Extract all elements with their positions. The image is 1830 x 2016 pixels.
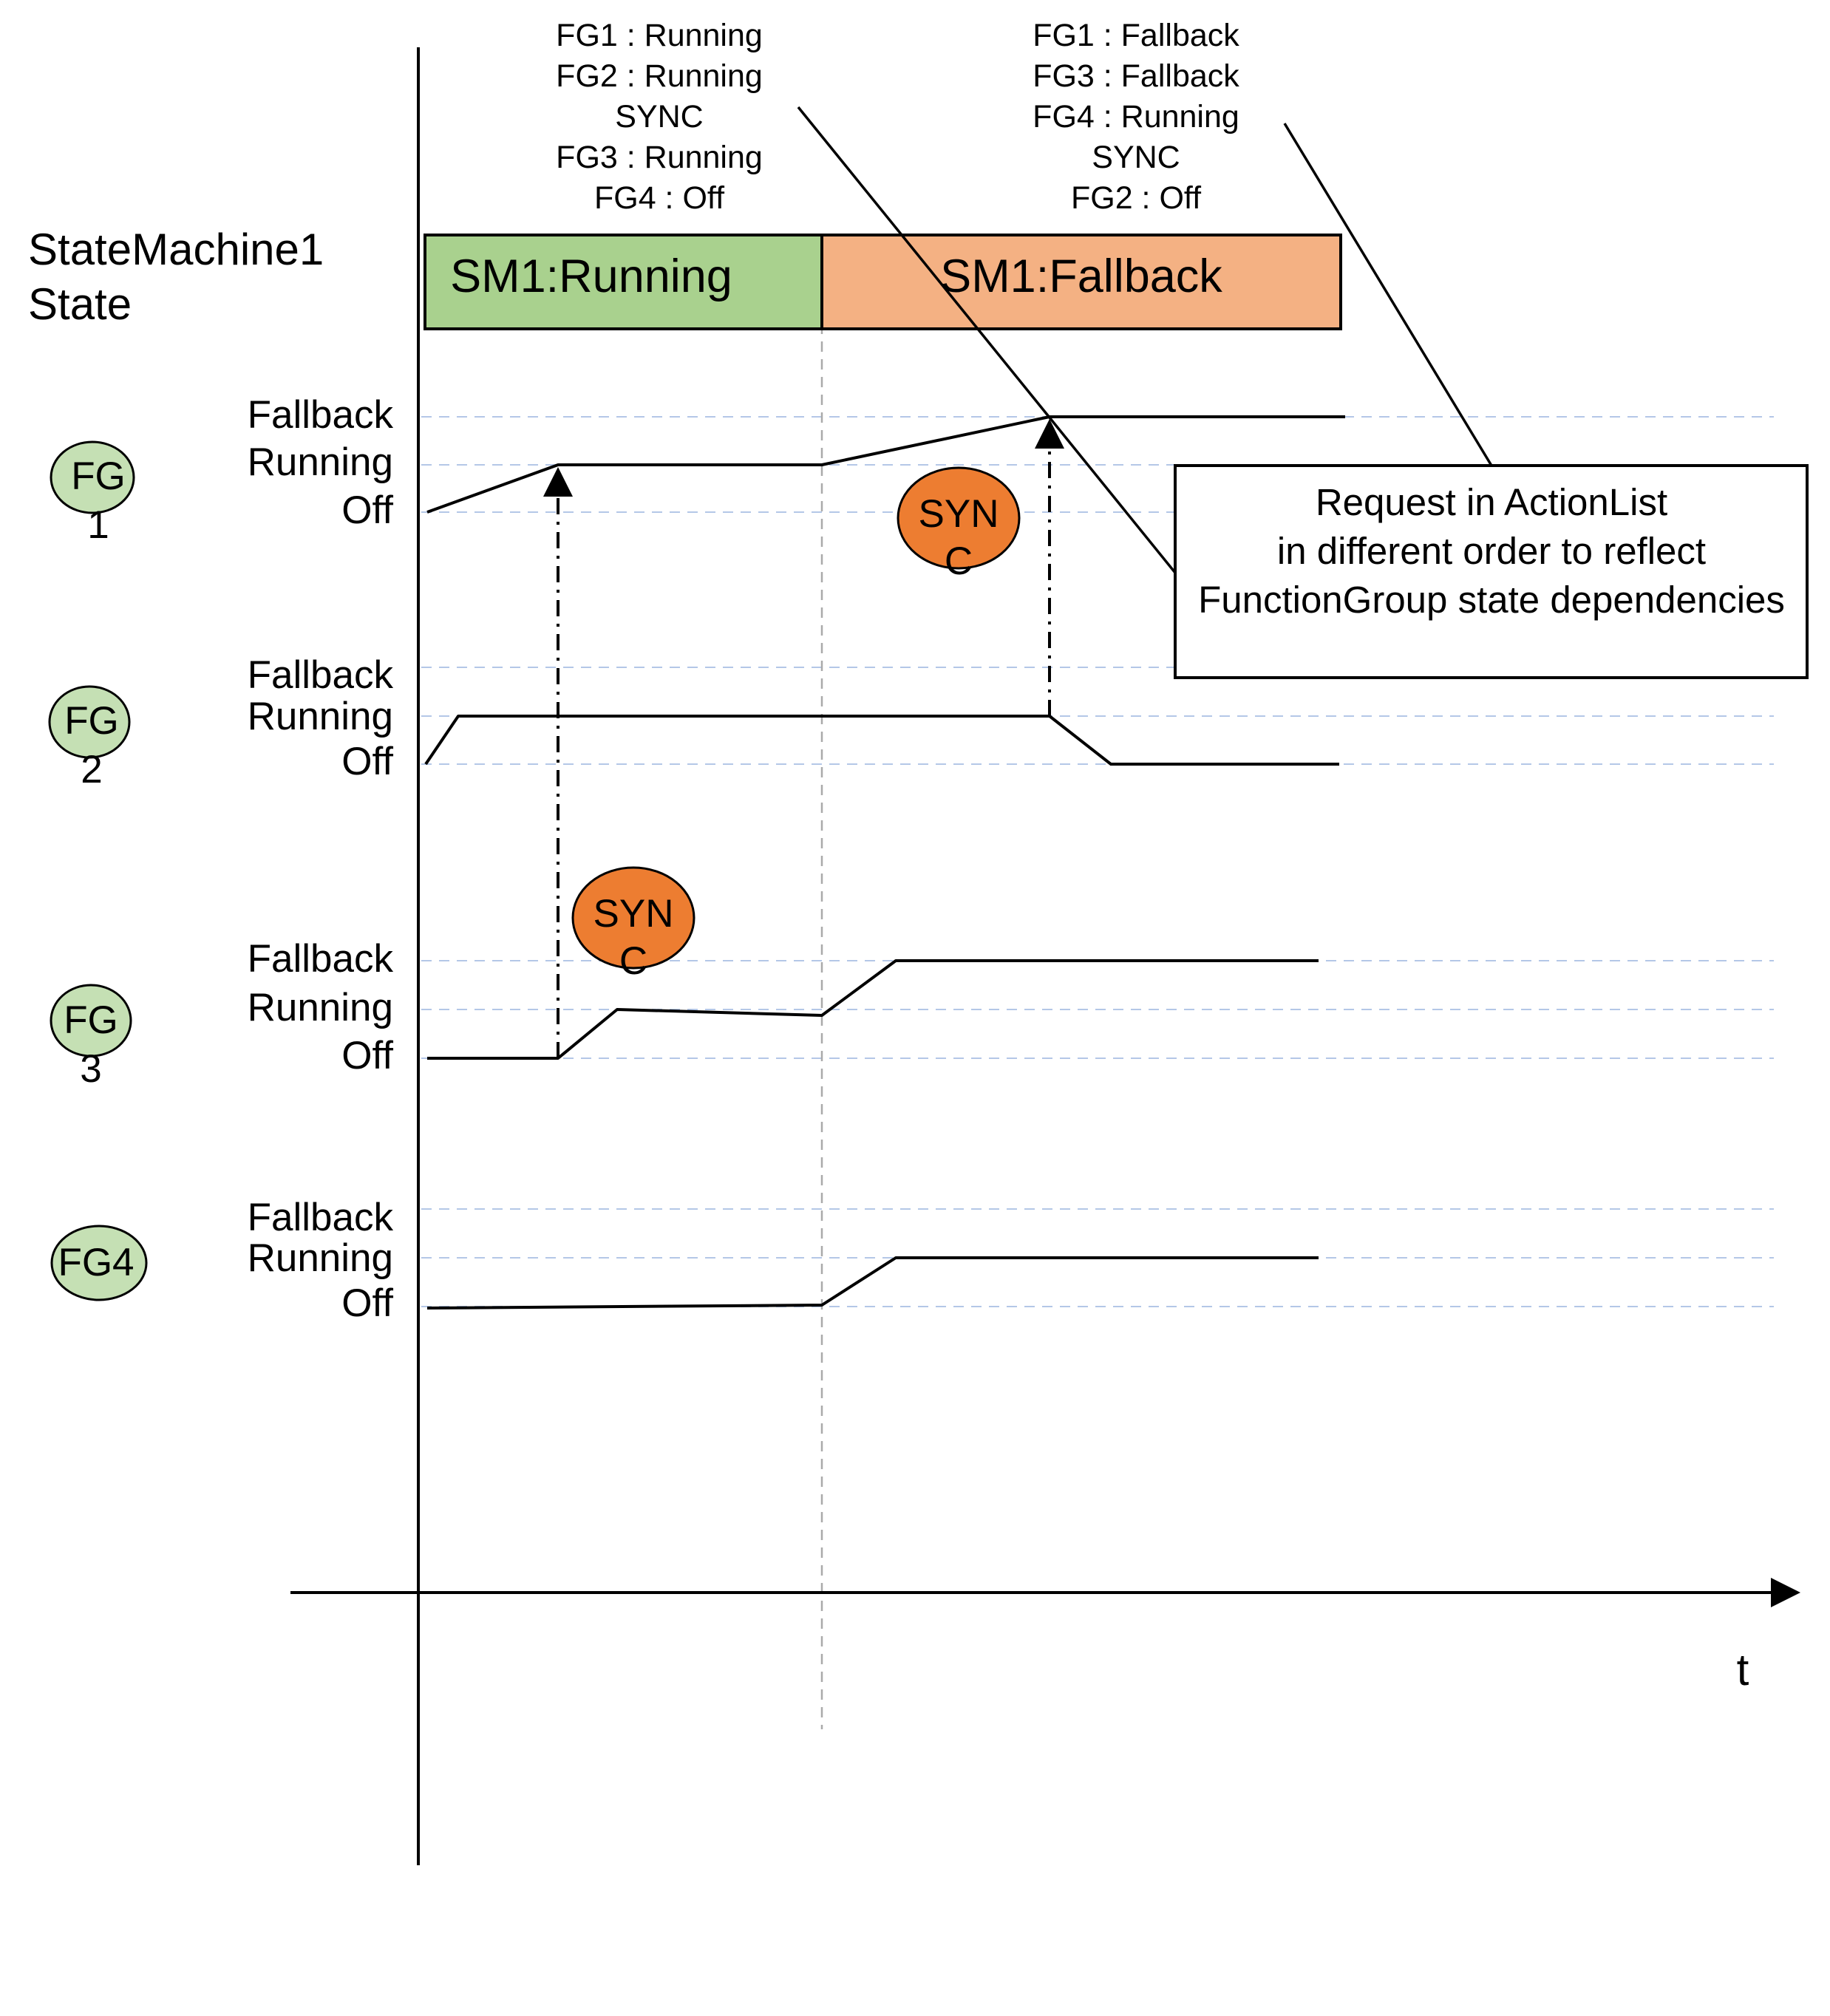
state-machine-title: StateMachine1 bbox=[28, 225, 324, 274]
annotation-line: FG3 : Running bbox=[556, 140, 763, 175]
fg1-label-line1: FG bbox=[71, 454, 126, 498]
sync-label-line2: C bbox=[619, 939, 647, 983]
annotation-group-second: FG1 : Fallback FG3 : Fallback FG4 : Runn… bbox=[1033, 18, 1239, 216]
sm1-running-label: SM1:Running bbox=[450, 251, 732, 302]
state-machine-subtitle: State bbox=[28, 279, 132, 329]
fg3-state-trace bbox=[427, 959, 1319, 1060]
fg2-label-line1: FG bbox=[64, 699, 119, 743]
annotation-line: FG1 : Fallback bbox=[1033, 18, 1239, 53]
fg3-label-line1: FG bbox=[64, 998, 118, 1042]
fg2-node: FG 2 bbox=[48, 685, 131, 791]
level-off-label: Off bbox=[341, 740, 393, 783]
fg2-state-trace bbox=[424, 715, 1339, 766]
fg1-node: FG 1 bbox=[50, 440, 135, 547]
sync-marker-fg3: SYN C bbox=[571, 866, 695, 983]
fg4-node: FG4 bbox=[50, 1225, 148, 1301]
level-off-label: Off bbox=[341, 1281, 393, 1325]
callout-line: Request in ActionList bbox=[1316, 481, 1667, 523]
fg4-label: FG4 bbox=[58, 1241, 134, 1284]
annotation-leader-first bbox=[797, 106, 1177, 574]
annotation-line: FG2 : Running bbox=[556, 58, 763, 94]
annotation-line: FG3 : Fallback bbox=[1033, 58, 1239, 94]
fg3-level-labels: Fallback Running Off bbox=[248, 937, 394, 1077]
fg4-state-trace bbox=[426, 1256, 1319, 1310]
time-axis-label: t bbox=[1737, 1645, 1749, 1695]
fg3-node: FG 3 bbox=[50, 984, 132, 1091]
annotation-line: FG1 : Running bbox=[556, 18, 763, 53]
fg1-level-labels: Fallback Running Off bbox=[248, 393, 394, 532]
level-running-label: Running bbox=[248, 440, 393, 484]
sync-label-line1: SYN bbox=[593, 892, 674, 936]
fg1-state-trace bbox=[426, 415, 1345, 514]
level-running-label: Running bbox=[248, 986, 393, 1029]
fg1-label-line2: 1 bbox=[87, 503, 109, 547]
sm1-fallback-box bbox=[820, 234, 1342, 330]
annotation-line: FG2 : Off bbox=[1071, 180, 1202, 216]
annotation-group-first: FG1 : Running FG2 : Running SYNC FG3 : R… bbox=[556, 18, 763, 216]
callout-line: in different order to reflect bbox=[1277, 530, 1706, 572]
fg2-label-line2: 2 bbox=[81, 748, 102, 791]
sync-label-line1: SYN bbox=[919, 492, 999, 536]
annotation-line: FG4 : Running bbox=[1033, 99, 1239, 134]
level-off-label: Off bbox=[341, 488, 393, 532]
sync-marker-fg1: SYN C bbox=[897, 466, 1021, 583]
annotation-line: FG4 : Off bbox=[594, 180, 725, 216]
sm1-fallback-label: SM1:Fallback bbox=[940, 251, 1222, 302]
annotation-leader-second bbox=[1283, 123, 1493, 466]
level-fallback-label: Fallback bbox=[248, 1196, 394, 1239]
level-fallback-label: Fallback bbox=[248, 653, 394, 697]
sync-label-line2: C bbox=[945, 539, 973, 583]
fg2-level-labels: Fallback Running Off bbox=[248, 653, 394, 783]
level-running-label: Running bbox=[248, 1236, 393, 1280]
level-running-label: Running bbox=[248, 695, 393, 738]
annotation-line: SYNC bbox=[1092, 140, 1180, 175]
callout-box: Request in ActionList in different order… bbox=[1174, 464, 1809, 679]
level-off-label: Off bbox=[341, 1034, 393, 1077]
level-fallback-label: Fallback bbox=[248, 393, 394, 437]
fg4-level-labels: Fallback Running Off bbox=[248, 1196, 394, 1325]
level-fallback-label: Fallback bbox=[248, 937, 394, 981]
annotation-line: SYNC bbox=[615, 99, 703, 134]
callout-line: FunctionGroup state dependencies bbox=[1198, 579, 1785, 621]
fg3-label-line2: 3 bbox=[80, 1047, 101, 1091]
